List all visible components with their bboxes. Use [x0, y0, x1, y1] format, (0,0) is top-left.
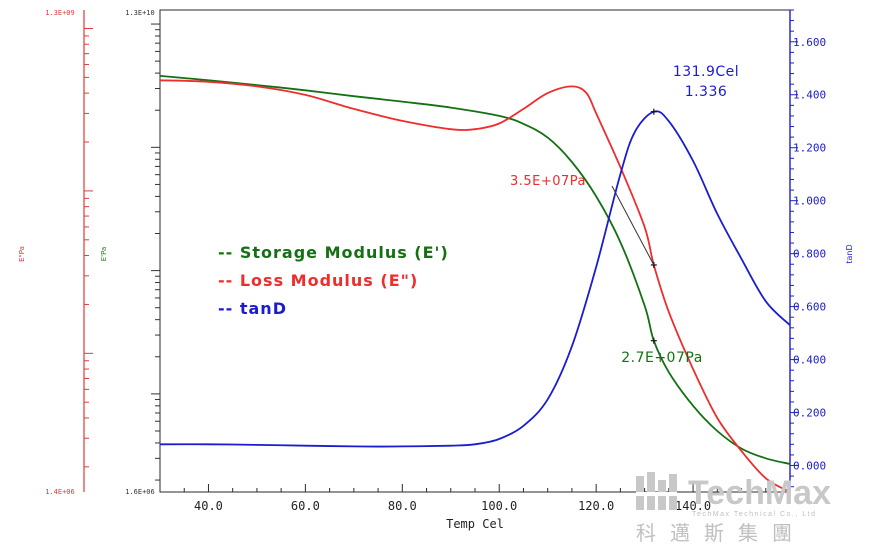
x-axis-tick-label: 60.0 — [291, 499, 320, 513]
annotation-leader-loss — [611, 185, 655, 266]
annotation-label-loss: 3.5E+07Pa — [510, 174, 586, 189]
annotation-label-tan: 1.336 — [685, 84, 728, 100]
annotation-label-storage: 2.7E+07Pa — [621, 350, 703, 366]
watermark-subtitle: TechMax Technical Co., Ltd — [692, 511, 816, 518]
tan-axis-title: tanD — [845, 244, 854, 263]
tan-axis-tick-label: 0.400 — [793, 354, 826, 367]
tan-axis-tick-label: 1.000 — [793, 195, 826, 208]
watermark-brand: TechMax — [688, 474, 831, 512]
x-axis-tick-label: 100.0 — [481, 499, 517, 513]
legend-item-loss: -- Loss Modulus (E") — [218, 271, 418, 290]
x-axis-title: Temp Cel — [446, 517, 504, 531]
x-axis-tick-label: 80.0 — [388, 499, 417, 513]
loss-axis-title: E"Pa — [18, 246, 26, 262]
tan-axis-tick-label: 0.000 — [793, 460, 826, 473]
x-axis-tick-label: 140.0 — [675, 499, 711, 513]
storage-axis-top-label: 1.3E+10 — [125, 9, 155, 17]
watermark-chinese: 科邁斯集團 — [636, 521, 806, 544]
techmax-logo-icon — [636, 472, 677, 510]
tan-axis-tick-label: 1.400 — [793, 89, 826, 102]
series-group — [159, 75, 791, 493]
loss-axis-top-label: 1.3E+09 — [45, 9, 75, 17]
series-line-tan — [159, 110, 791, 448]
axes-group: 1.3E+09 1.4E+06 E"Pa 1.3E+10 1.6E+06 E'Pa 0.00… — [18, 9, 854, 531]
storage-axis-title: E'Pa — [100, 247, 108, 262]
tan-axis-tick-label: 1.200 — [793, 142, 826, 155]
storage-axis-bottom-label: 1.6E+06 — [125, 488, 155, 496]
loss-axis-bottom-label: 1.4E+06 — [45, 488, 75, 496]
series-line-storage — [159, 75, 791, 465]
series-line-loss — [159, 79, 791, 493]
annotation-label-tan: 131.9Cel — [673, 64, 739, 80]
tan-axis-tick-label: 1.600 — [793, 36, 826, 49]
x-axis-tick-label: 40.0 — [194, 499, 223, 513]
tan-axis-tick-label: 0.800 — [793, 248, 826, 261]
legend-item-storage: -- Storage Modulus (E') — [218, 243, 449, 262]
x-axis-tick-label: 120.0 — [578, 499, 614, 513]
legend-item-tan: -- tanD — [218, 299, 287, 318]
tan-axis-tick-label: 0.200 — [793, 407, 826, 420]
techmax-watermark: TechMax TechMax Technical Co., Ltd 科邁斯集團 — [636, 472, 831, 544]
tan-axis-tick-label: 0.600 — [793, 301, 826, 314]
legend: -- Storage Modulus (E') -- Loss Modulus (… — [218, 243, 449, 318]
annotations-group: 131.9Cel 1.336 3.5E+07Pa 2.7E+07Pa — [510, 64, 739, 366]
